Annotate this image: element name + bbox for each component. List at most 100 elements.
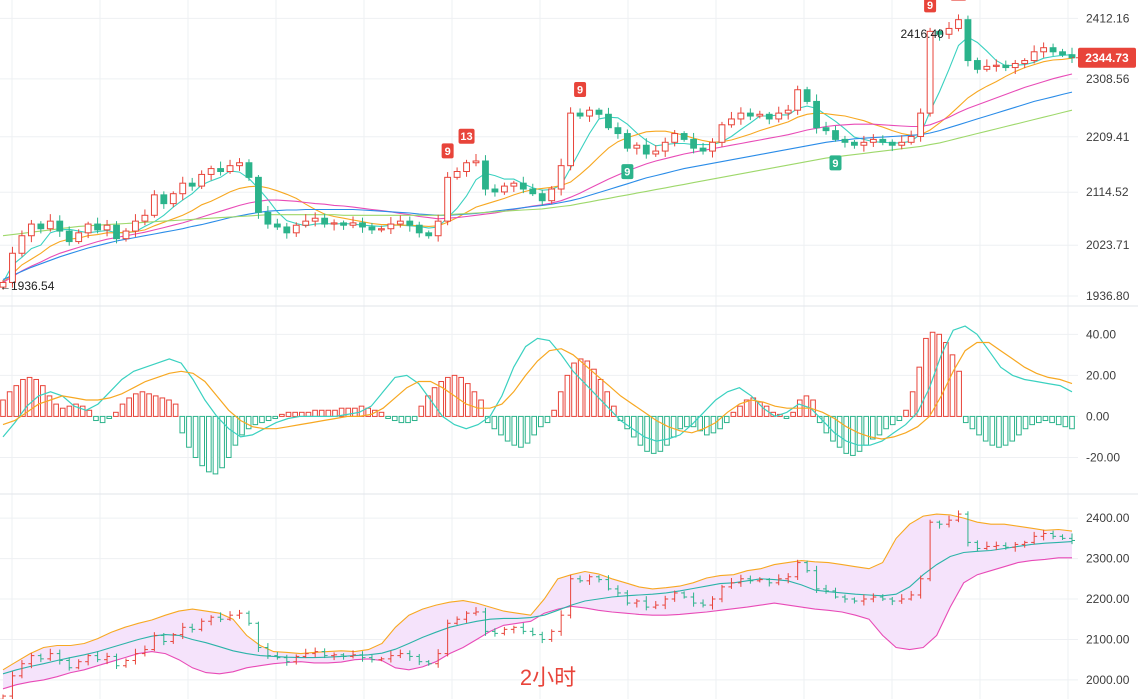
candle-body[interactable] xyxy=(217,168,224,173)
candle-body[interactable] xyxy=(879,138,887,143)
candle-body[interactable] xyxy=(1030,51,1038,62)
candle-body[interactable] xyxy=(1011,62,1019,69)
candle-body[interactable] xyxy=(84,223,92,234)
candle-body[interactable] xyxy=(18,235,26,254)
candle-body[interactable] xyxy=(273,223,281,228)
candle-body[interactable] xyxy=(557,165,565,190)
candle-body[interactable] xyxy=(321,217,329,225)
candle-body[interactable] xyxy=(75,232,83,243)
candle-body[interactable] xyxy=(728,118,735,126)
candle-body[interactable] xyxy=(236,162,243,167)
candle-body[interactable] xyxy=(775,112,783,120)
candle-body[interactable] xyxy=(349,222,357,226)
price-panel[interactable]: 913999913 xyxy=(0,0,1078,290)
candle-body[interactable] xyxy=(65,230,73,243)
macd-panel[interactable] xyxy=(0,325,1075,475)
candle-body[interactable] xyxy=(737,112,745,120)
candle-body[interactable] xyxy=(245,162,253,178)
candle-body[interactable] xyxy=(519,182,527,190)
candle-body[interactable] xyxy=(255,176,262,213)
candle-body[interactable] xyxy=(500,185,508,193)
candle-body[interactable] xyxy=(803,89,811,102)
candle-body[interactable] xyxy=(330,222,338,225)
candle-body[interactable] xyxy=(9,252,16,283)
candle-body[interactable] xyxy=(983,65,991,70)
candle-body[interactable] xyxy=(510,182,518,187)
candle-body[interactable] xyxy=(226,165,234,173)
candle-body[interactable] xyxy=(292,224,300,234)
candle-body[interactable] xyxy=(690,138,697,149)
candle-body[interactable] xyxy=(482,160,489,190)
candle-body[interactable] xyxy=(529,188,537,195)
candle-body[interactable] xyxy=(813,100,820,129)
candle-body[interactable] xyxy=(406,220,414,226)
candle-body[interactable] xyxy=(160,194,168,205)
candle-body[interactable] xyxy=(27,223,35,237)
candle-body[interactable] xyxy=(567,112,575,167)
candle-body[interactable] xyxy=(122,230,130,240)
candle-body[interactable] xyxy=(709,141,716,152)
candle-body[interactable] xyxy=(37,223,45,230)
bollinger-panel[interactable] xyxy=(0,510,1075,699)
candle-body[interactable] xyxy=(387,223,395,230)
candle-body[interactable] xyxy=(973,60,981,70)
candle-body[interactable] xyxy=(179,182,187,195)
candle-body[interactable] xyxy=(936,30,943,35)
candle-body[interactable] xyxy=(784,109,792,114)
candle-body[interactable] xyxy=(311,217,319,222)
candle-body[interactable] xyxy=(1002,64,1010,69)
candle-body[interactable] xyxy=(264,211,272,225)
candle-body[interactable] xyxy=(699,147,707,152)
candle-body[interactable] xyxy=(434,220,442,237)
candle-body[interactable] xyxy=(576,112,584,117)
candle-body[interactable] xyxy=(56,220,64,232)
candle-body[interactable] xyxy=(368,226,376,231)
candle-body[interactable] xyxy=(822,127,830,132)
candle-body[interactable] xyxy=(548,188,556,202)
candle-body[interactable] xyxy=(302,220,310,226)
candle-body[interactable] xyxy=(605,113,612,129)
candle-body[interactable] xyxy=(491,188,499,193)
candle-body[interactable] xyxy=(198,173,206,187)
candle-body[interactable] xyxy=(992,64,1000,67)
candle-body[interactable] xyxy=(340,222,347,226)
candle-body[interactable] xyxy=(888,141,896,146)
candle-body[interactable] xyxy=(1040,47,1048,53)
candle-body[interactable] xyxy=(150,194,158,216)
candle-body[interactable] xyxy=(141,214,149,222)
candle-body[interactable] xyxy=(425,232,433,237)
candle-body[interactable] xyxy=(113,224,120,240)
candle-body[interactable] xyxy=(841,138,849,143)
candle-body[interactable] xyxy=(396,220,404,225)
candle-body[interactable] xyxy=(898,141,906,146)
candle-body[interactable] xyxy=(169,193,177,205)
candle-body[interactable] xyxy=(1049,47,1057,53)
candle-body[interactable] xyxy=(851,141,858,146)
candle-body[interactable] xyxy=(964,19,972,62)
candle-body[interactable] xyxy=(832,130,839,140)
candle-body[interactable] xyxy=(926,30,934,114)
candle-body[interactable] xyxy=(623,133,631,149)
candle-body[interactable] xyxy=(917,112,925,137)
candle-body[interactable] xyxy=(1059,51,1066,56)
candle-body[interactable] xyxy=(652,150,660,155)
candle-body[interactable] xyxy=(378,228,385,231)
candle-body[interactable] xyxy=(586,109,593,117)
candle-body[interactable] xyxy=(955,19,962,29)
candle-body[interactable] xyxy=(595,109,603,115)
candle-body[interactable] xyxy=(103,224,111,231)
candle-body[interactable] xyxy=(463,162,470,173)
candle-body[interactable] xyxy=(0,281,7,288)
candle-body[interactable] xyxy=(207,168,215,175)
candle-body[interactable] xyxy=(538,193,546,202)
candle-body[interactable] xyxy=(132,220,139,232)
candle-body[interactable] xyxy=(718,124,726,143)
candle-body[interactable] xyxy=(444,176,452,222)
candle-body[interactable] xyxy=(746,112,754,117)
candle-body[interactable] xyxy=(907,135,915,143)
candle-body[interactable] xyxy=(680,133,688,140)
candle-body[interactable] xyxy=(1021,60,1029,64)
candle-body[interactable] xyxy=(869,138,877,143)
candle-body[interactable] xyxy=(94,223,102,231)
candle-body[interactable] xyxy=(46,220,54,230)
